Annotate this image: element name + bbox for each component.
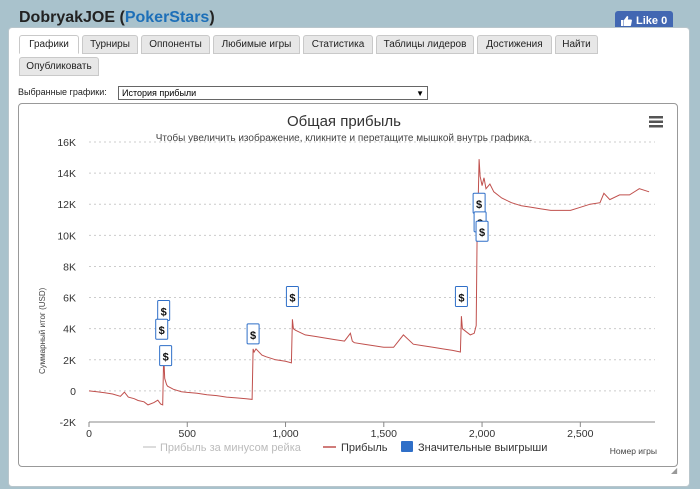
chart-legend: Прибыль за минусом рейка Прибыль Значите… xyxy=(143,441,547,454)
legend-wins-swatch xyxy=(401,441,413,452)
win-marker[interactable]: $ xyxy=(285,286,299,308)
chart-subtitle: Чтобы увеличить изображение, кликните и … xyxy=(156,132,533,144)
win-marker[interactable]: $ xyxy=(472,192,486,214)
x-tick-label: 500 xyxy=(178,428,196,440)
win-marker-label: $ xyxy=(476,199,482,211)
y-tick-label: -2K xyxy=(60,417,76,429)
tab-label: Опубликовать xyxy=(26,61,92,72)
win-marker[interactable]: $ xyxy=(157,300,171,322)
tab-tournaments[interactable]: Турниры xyxy=(82,35,138,54)
win-marker-label: $ xyxy=(159,325,165,337)
win-marker-label: $ xyxy=(458,293,464,305)
series-line-profit xyxy=(88,159,650,406)
tab-label: Статистика xyxy=(311,39,365,50)
win-marker-label: $ xyxy=(479,227,485,239)
y-axis-label: Суммарный итог (USD) xyxy=(38,287,47,374)
player-name: DobryakJOE xyxy=(19,9,116,26)
chart-selector-value: История прибыли xyxy=(122,88,197,98)
menu-icon[interactable] xyxy=(649,116,663,128)
win-marker[interactable]: $ xyxy=(246,323,260,345)
y-tick-label: 0 xyxy=(70,386,76,398)
x-tick-label: 0 xyxy=(86,428,92,440)
y-tick-label: 14K xyxy=(57,168,76,180)
significant-wins: $$$$$$$$$ xyxy=(155,192,489,367)
tab-achievements[interactable]: Достижения xyxy=(477,35,552,54)
legend-item-profit[interactable]: Прибыль xyxy=(341,442,388,454)
tab-label: Таблицы лидеров xyxy=(383,39,467,50)
y-tick-label: 16K xyxy=(57,137,76,149)
x-axis: 0 500 1,000 1,500 2,000 2,500 xyxy=(86,422,594,440)
chart-selector-dropdown[interactable]: История прибыли ▼ xyxy=(118,86,428,100)
win-marker[interactable]: $ xyxy=(454,286,468,308)
x-axis-label: Номер игры xyxy=(610,446,657,456)
win-marker[interactable]: $ xyxy=(159,345,173,367)
win-marker-label: $ xyxy=(289,293,295,305)
x-tick-label: 1,000 xyxy=(272,428,298,440)
tab-label: Графики xyxy=(29,39,69,50)
y-tick-label: 8K xyxy=(63,261,76,273)
win-marker-label: $ xyxy=(163,352,169,364)
x-tick-label: 1,500 xyxy=(371,428,397,440)
tab-label: Турниры xyxy=(90,39,130,50)
profit-series xyxy=(88,159,650,406)
tab-leaderboards[interactable]: Таблицы лидеров xyxy=(376,35,474,54)
x-tick-label: 2,500 xyxy=(567,428,593,440)
like-label: Like 0 xyxy=(636,15,668,27)
tab-label: Оппоненты xyxy=(149,39,202,50)
win-marker-label: $ xyxy=(250,330,256,342)
y-tick-label: 2K xyxy=(63,355,76,367)
tab-opponents[interactable]: Оппоненты xyxy=(141,35,210,54)
site-link[interactable]: PokerStars xyxy=(124,9,210,26)
profit-chart[interactable]: Общая прибыль Чтобы увеличить изображени… xyxy=(19,104,677,466)
y-axis: -2K 0 2K 4K 6K 8K 10K 12K 14K 16K xyxy=(57,137,76,429)
y-tick-label: 4K xyxy=(63,324,76,336)
grid-lines xyxy=(89,141,655,423)
thumbs-up-icon xyxy=(621,16,632,26)
y-tick-label: 12K xyxy=(57,199,76,211)
y-tick-label: 6K xyxy=(63,293,76,305)
page-title: DobryakJOE (PokerStars) xyxy=(19,9,215,26)
tab-charts[interactable]: Графики xyxy=(19,35,79,54)
chart-title: Общая прибыль xyxy=(287,113,401,130)
dropdown-arrow-icon: ▼ xyxy=(416,89,424,98)
tab-statistics[interactable]: Статистика xyxy=(303,35,373,54)
legend-item-wins[interactable]: Значительные выигрыши xyxy=(418,442,547,454)
tab-publish[interactable]: Опубликовать xyxy=(19,57,99,76)
x-tick-label: 2,000 xyxy=(469,428,495,440)
tab-label: Достижения xyxy=(486,39,543,50)
tab-label: Найти xyxy=(562,39,591,50)
chart-container[interactable]: Общая прибыль Чтобы увеличить изображени… xyxy=(18,103,678,467)
resize-handle-icon[interactable]: ◢ xyxy=(671,466,678,475)
tab-label: Любимые игры xyxy=(221,39,292,50)
chart-selector-label: Выбранные графики: xyxy=(18,87,107,97)
win-marker-label: $ xyxy=(161,307,167,319)
win-marker[interactable]: $ xyxy=(475,220,489,242)
page-header: DobryakJOE (PokerStars) Like 0 xyxy=(0,0,700,36)
y-tick-label: 10K xyxy=(57,230,76,242)
legend-item-rake[interactable]: Прибыль за минусом рейка xyxy=(160,442,302,454)
tab-find[interactable]: Найти xyxy=(555,35,598,54)
win-marker[interactable]: $ xyxy=(155,318,169,340)
tab-favorite-games[interactable]: Любимые игры xyxy=(213,35,300,54)
facebook-like-button[interactable]: Like 0 xyxy=(615,11,673,31)
